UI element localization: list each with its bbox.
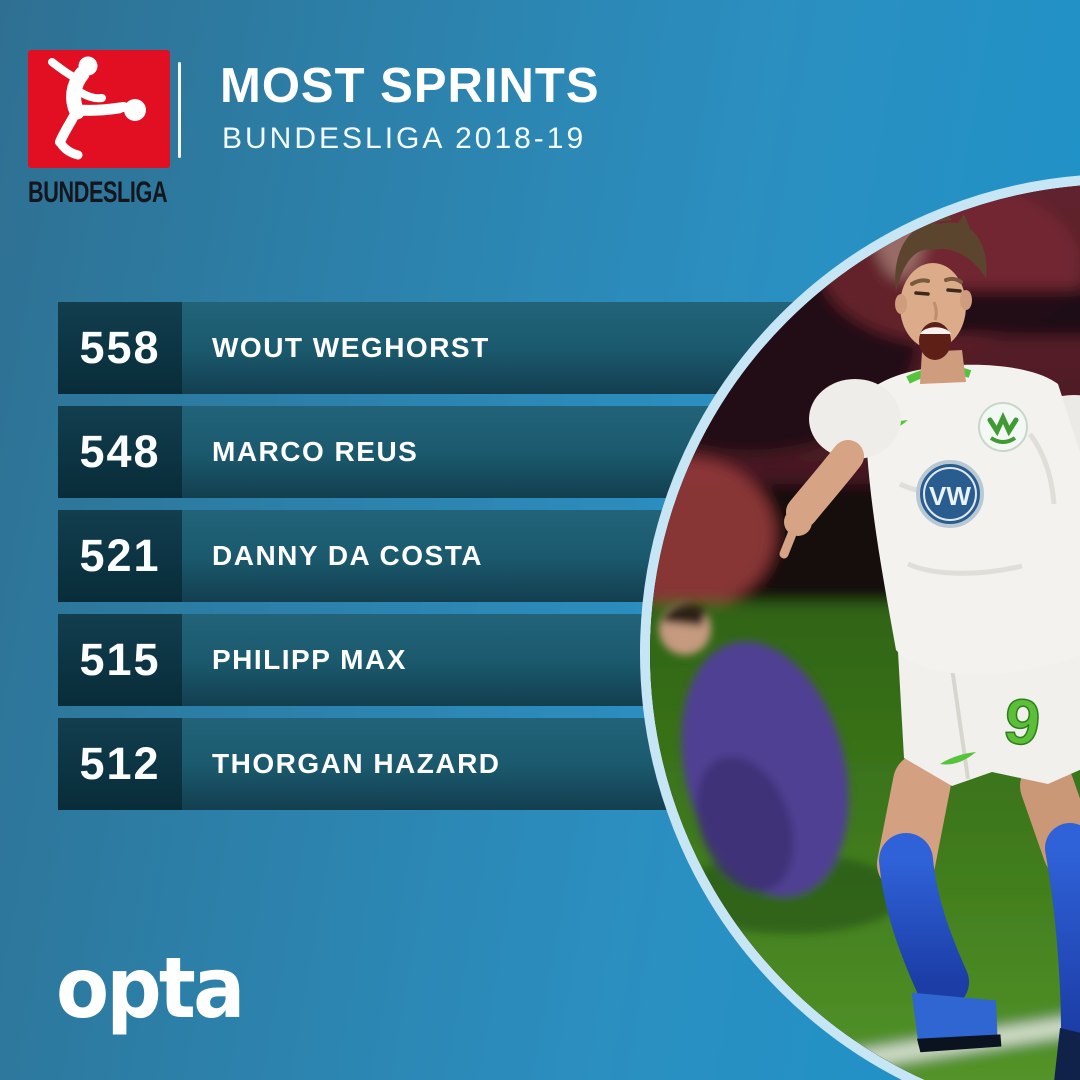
page-title: MOST SPRINTS: [220, 59, 600, 113]
sprint-count: 548: [58, 406, 182, 498]
sprint-count: 515: [58, 614, 182, 706]
bundesliga-logo: [28, 50, 170, 168]
background-goalkeeper: [659, 603, 905, 934]
page-subtitle: BUNDESLIGA 2018-19: [222, 122, 587, 155]
sprint-count: 521: [58, 510, 182, 602]
vw-sponsor-text: VW: [929, 481, 971, 511]
celebrating-player: 9 VW: [779, 206, 1080, 1080]
sprint-count: 512: [58, 718, 182, 810]
bundesliga-player-silhouette-icon: [48, 56, 146, 160]
shorts-number: 9: [1000, 684, 1044, 760]
header-divider: [178, 62, 181, 158]
vw-sponsor-badge-icon: VW: [916, 460, 984, 528]
opta-logo: opta: [56, 939, 245, 1037]
bundesliga-wordmark: BUNDESLIGA: [28, 176, 168, 209]
wolfsburg-badge-icon: [978, 402, 1028, 452]
sprint-count: 558: [58, 302, 182, 394]
